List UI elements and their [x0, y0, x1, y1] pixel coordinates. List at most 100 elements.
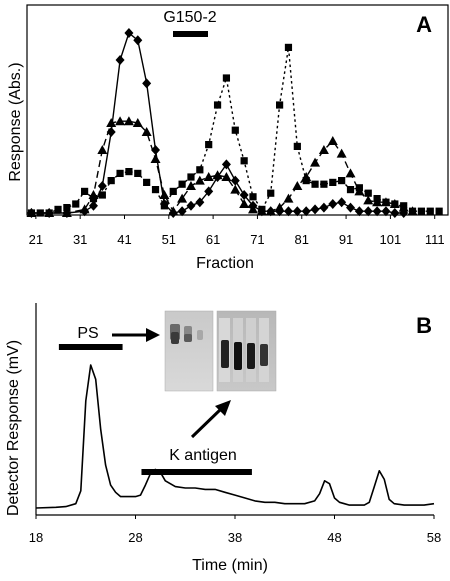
data-point-square	[178, 180, 186, 188]
data-point-square	[81, 187, 89, 195]
data-point-square	[355, 184, 363, 192]
data-point-triangle	[239, 199, 250, 208]
data-point-square	[267, 189, 275, 197]
ps-arrow-icon	[112, 328, 160, 342]
data-point-square	[222, 74, 231, 82]
data-point-diamond	[239, 190, 249, 200]
data-point-triangle	[283, 193, 294, 203]
data-point-triangle	[106, 118, 117, 127]
data-point-square	[311, 180, 319, 188]
data-point-diamond	[337, 197, 347, 208]
data-point-diamond	[319, 202, 329, 213]
x-tick-label-a: 101	[380, 232, 402, 247]
data-point-diamond	[151, 145, 161, 155]
data-point-triangle	[177, 193, 188, 203]
data-point-square	[329, 178, 337, 186]
ps-label: PS	[77, 325, 98, 342]
data-point-square	[400, 202, 408, 210]
data-point-square	[89, 195, 98, 203]
data-point-square	[196, 166, 204, 174]
data-point-square	[151, 186, 160, 194]
data-point-triangle	[97, 145, 108, 154]
x-tick-label-a: 61	[206, 232, 220, 247]
x-tick-label-b: 48	[327, 530, 341, 545]
data-point-square	[302, 177, 310, 185]
data-point-square	[408, 207, 417, 215]
data-point-triangle	[345, 168, 356, 178]
k-antigen-arrow-icon	[190, 400, 231, 439]
data-point-diamond	[221, 159, 231, 170]
data-point-diamond	[301, 206, 311, 217]
series-group-a	[26, 28, 443, 218]
data-point-square	[36, 209, 44, 217]
plot-area-a: 21 31 41 51 61 71 81 91 101 111	[26, 4, 449, 247]
data-point-square	[169, 187, 177, 195]
gel-image-ps	[164, 310, 214, 392]
data-point-square	[98, 191, 106, 199]
data-point-triangle	[185, 181, 196, 190]
data-point-square	[160, 202, 168, 210]
data-point-triangle	[168, 206, 179, 216]
k-antigen-label: K antigen	[169, 447, 237, 464]
data-point-square	[27, 209, 36, 217]
data-point-diamond	[204, 186, 214, 197]
data-point-diamond	[354, 206, 364, 217]
data-point-square	[143, 178, 151, 186]
data-point-square	[249, 193, 257, 201]
k-antigen-bar	[141, 469, 252, 475]
series-line-a-triangle	[31, 120, 413, 214]
x-axis-label-b: Time (min)	[192, 557, 268, 574]
plot-area-b: 18 28 38 48 58	[29, 303, 441, 545]
data-point-triangle	[274, 202, 285, 212]
series-line-b	[35, 364, 435, 509]
data-point-triangle	[150, 154, 161, 163]
data-point-square	[134, 169, 142, 177]
data-point-square	[284, 43, 293, 51]
data-point-square	[435, 207, 443, 215]
x-axis-label-a: Fraction	[196, 255, 254, 272]
data-point-square	[231, 126, 239, 134]
chromatogram-panel-a: A G150-2 21 31 41 51 61 71 81 91 101 111 Fraction…	[7, 4, 449, 272]
x-tick-label-b: 28	[128, 530, 142, 545]
data-point-triangle	[61, 208, 72, 217]
data-point-diamond	[381, 206, 391, 217]
y-axis-label-a: Response (Abs.)	[7, 62, 24, 181]
ps-bar	[58, 344, 123, 350]
data-point-square	[382, 198, 390, 206]
data-point-diamond	[142, 78, 152, 89]
data-point-square	[213, 101, 222, 109]
data-point-square	[391, 200, 399, 208]
data-point-square	[258, 205, 266, 213]
data-point-diamond	[363, 206, 373, 217]
x-tick-label-a: 91	[339, 232, 353, 247]
x-tick-label-a: 71	[250, 232, 264, 247]
data-point-square	[373, 195, 381, 203]
data-point-diamond	[177, 206, 187, 217]
data-point-triangle	[327, 136, 338, 145]
panel-label-a: A	[416, 12, 432, 37]
data-point-triangle	[310, 157, 321, 167]
data-point-square	[54, 205, 62, 213]
data-point-square	[364, 189, 372, 197]
y-axis-label-b: Detector Response (mV)	[5, 340, 22, 516]
data-point-diamond	[124, 28, 134, 38]
x-tick-label-b: 38	[228, 530, 242, 545]
data-point-square	[125, 168, 133, 176]
data-point-triangle	[159, 190, 170, 199]
data-point-diamond	[328, 199, 338, 209]
x-tick-label-a: 81	[295, 232, 309, 247]
x-tick-label-a: 111	[425, 232, 445, 247]
data-point-diamond	[186, 200, 196, 211]
data-point-triangle	[212, 170, 223, 180]
g150-2-label: G150-2	[163, 9, 216, 26]
data-point-square	[107, 177, 115, 185]
data-point-diamond	[88, 200, 98, 211]
series-line-a-diamond	[31, 31, 404, 214]
x-tick-label-a: 21	[29, 232, 43, 247]
data-point-square	[116, 169, 124, 177]
data-point-diamond	[97, 181, 107, 191]
data-point-triangle	[363, 195, 374, 205]
data-point-square	[240, 157, 248, 165]
data-point-triangle	[221, 172, 232, 181]
